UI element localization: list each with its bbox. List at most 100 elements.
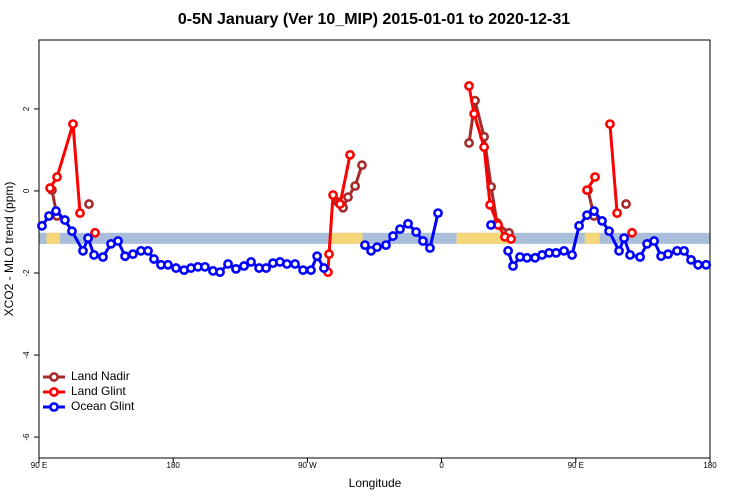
data-point <box>78 245 88 256</box>
data-point <box>574 220 584 231</box>
data-point <box>312 251 322 262</box>
data-point <box>464 138 474 148</box>
data-point <box>425 243 435 253</box>
data-point <box>306 265 316 276</box>
data-point <box>357 160 367 171</box>
data-point <box>75 208 85 219</box>
series-line <box>608 123 619 214</box>
data-point <box>83 233 93 244</box>
band-highlight <box>46 232 60 244</box>
y-axis-label: XCO2 - MLO trend (ppm) <box>2 182 16 317</box>
data-point <box>200 261 210 272</box>
data-point <box>649 236 659 246</box>
band-highlight <box>584 232 600 244</box>
data-point <box>433 208 443 219</box>
data-point <box>67 226 77 237</box>
data-point <box>128 249 138 260</box>
data-point <box>324 249 334 260</box>
data-point <box>559 245 569 256</box>
data-point <box>635 252 645 262</box>
data-point <box>605 119 615 129</box>
data-point <box>469 108 480 119</box>
y-tick-label: 0 <box>22 188 31 193</box>
data-point <box>663 249 673 260</box>
data-point <box>411 227 422 237</box>
data-point <box>522 252 532 263</box>
y-tick-label: 2 <box>22 106 31 111</box>
data-point <box>567 250 577 260</box>
data-point <box>215 267 225 278</box>
x-tick-label: 90 W <box>298 461 317 470</box>
x-tick-label: 180 <box>703 461 717 470</box>
data-point <box>686 254 696 265</box>
data-point <box>52 172 62 182</box>
data-point <box>627 227 637 238</box>
data-point <box>37 220 47 231</box>
legend-marker <box>49 372 59 382</box>
band-highlight <box>456 232 512 244</box>
data-point <box>551 247 562 258</box>
data-point <box>335 199 345 209</box>
data-point <box>163 259 173 270</box>
data-point <box>590 172 600 182</box>
data-point <box>84 199 94 209</box>
data-point <box>360 240 370 251</box>
data-point <box>597 216 607 226</box>
data-point <box>701 259 712 270</box>
data-point <box>328 190 338 200</box>
data-point <box>403 218 413 229</box>
chart-title: 0-5N January (Ver 10_MIP) 2015-01-01 to … <box>178 11 570 28</box>
data-point <box>619 233 630 244</box>
data-point <box>120 251 130 262</box>
data-point <box>282 259 292 269</box>
data-point <box>350 181 361 191</box>
data-point <box>589 206 599 216</box>
data-point <box>418 236 428 246</box>
data-point <box>345 149 355 160</box>
data-point <box>604 226 614 237</box>
data-point <box>98 252 108 262</box>
x-axis-label: Longitude <box>349 476 402 490</box>
series-line <box>48 123 82 214</box>
x-tick-label: 90 E <box>568 461 584 470</box>
data-point <box>149 254 159 264</box>
data-point <box>261 263 271 273</box>
data-point <box>388 231 398 241</box>
data-point <box>464 81 474 91</box>
legend-label: Ocean Glint <box>71 399 135 413</box>
data-point <box>503 245 514 256</box>
data-point <box>343 192 353 203</box>
data-point <box>319 263 329 273</box>
plot-frame <box>38 39 711 459</box>
legend-marker <box>49 402 59 412</box>
data-point <box>621 199 631 209</box>
data-point <box>246 257 256 267</box>
data-point <box>582 185 592 196</box>
data-point <box>90 227 100 238</box>
legend-label: Land Glint <box>71 384 126 398</box>
data-point <box>143 245 153 256</box>
data-point <box>239 261 249 271</box>
data-point <box>231 263 241 274</box>
data-point <box>506 234 516 244</box>
y-tick-label: -4 <box>22 351 31 359</box>
y-tick-label: -6 <box>22 433 31 441</box>
data-point <box>612 208 623 219</box>
data-point <box>486 220 496 230</box>
data-point <box>679 245 689 256</box>
data-point <box>381 240 391 251</box>
data-point <box>582 210 592 221</box>
reference-band <box>39 232 710 244</box>
data-point <box>479 142 489 152</box>
data-point <box>614 245 624 256</box>
data-point <box>113 236 123 246</box>
x-tick-label: 90 E <box>31 461 47 470</box>
legend-marker <box>49 387 59 397</box>
x-tick-label: 180 <box>167 461 181 470</box>
data-point <box>45 183 55 193</box>
y-tick-label: -2 <box>22 269 31 277</box>
data-point <box>693 259 703 270</box>
data-point <box>508 261 518 271</box>
data-point <box>68 119 78 129</box>
data-point <box>171 263 181 273</box>
